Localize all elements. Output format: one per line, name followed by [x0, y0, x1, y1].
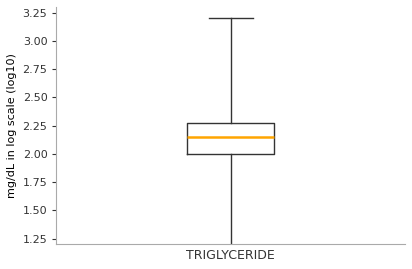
Y-axis label: mg/dL in log scale (log10): mg/dL in log scale (log10) — [7, 53, 17, 198]
